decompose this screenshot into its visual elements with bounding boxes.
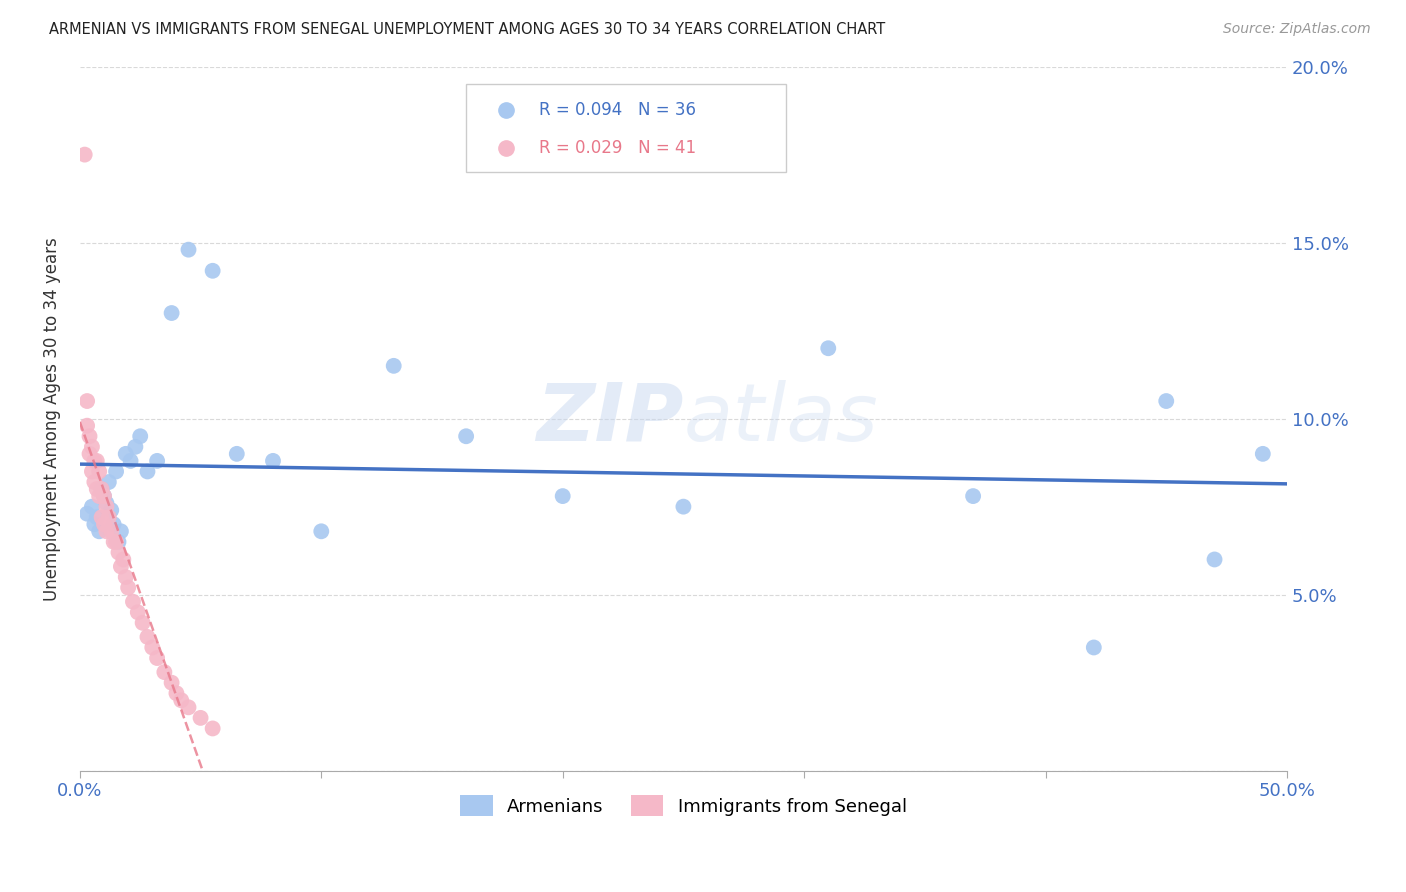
Point [93, 489, 115, 503]
Point [93, 517, 115, 532]
Point [129, 429, 152, 443]
Point [73, 147, 96, 161]
Point [80, 500, 103, 514]
Point [117, 581, 139, 595]
Legend: Armenians, Immigrants from Senegal: Armenians, Immigrants from Senegal [451, 786, 915, 825]
Point [201, 264, 224, 278]
Point [160, 306, 183, 320]
Point [83, 475, 105, 489]
Point [76, 507, 98, 521]
Point [551, 489, 574, 503]
Point [96, 500, 118, 514]
Text: R = 0.029   N = 41: R = 0.029 N = 41 [538, 139, 696, 158]
Text: atlas: atlas [683, 380, 879, 458]
Point [1083, 640, 1105, 655]
Point [225, 447, 247, 461]
Point [456, 429, 478, 443]
Point [110, 559, 132, 574]
Point [90, 510, 112, 524]
Point [177, 243, 200, 257]
Point [177, 700, 200, 714]
Point [105, 465, 128, 479]
Point [962, 489, 984, 503]
Point [93, 489, 115, 503]
Point [127, 605, 149, 619]
Point [79, 429, 101, 443]
Point [83, 517, 105, 532]
Point [107, 545, 129, 559]
Point [89, 524, 111, 539]
Point [114, 447, 136, 461]
Point [90, 482, 112, 496]
Point [124, 440, 146, 454]
Text: ZIP: ZIP [536, 380, 683, 458]
Point [110, 524, 132, 539]
Point [96, 524, 118, 539]
Point [201, 722, 224, 736]
Point [96, 496, 118, 510]
Point [76, 418, 98, 433]
Point [146, 454, 169, 468]
Point [114, 570, 136, 584]
Point [79, 447, 101, 461]
Point [120, 454, 142, 468]
Point [89, 465, 111, 479]
Point [89, 489, 111, 503]
Point [1251, 447, 1274, 461]
Point [80, 440, 103, 454]
Point [83, 454, 105, 468]
Point [86, 454, 108, 468]
Point [86, 482, 108, 496]
Point [262, 454, 284, 468]
Point [311, 524, 333, 539]
Point [90, 482, 112, 496]
FancyBboxPatch shape [467, 84, 786, 172]
Point [136, 465, 159, 479]
Point [141, 640, 163, 655]
Point [165, 686, 187, 700]
Point [107, 534, 129, 549]
Point [1204, 552, 1226, 566]
Point [817, 341, 839, 355]
Y-axis label: Unemployment Among Ages 30 to 34 years: Unemployment Among Ages 30 to 34 years [44, 236, 60, 600]
Point [86, 510, 108, 524]
Point [122, 595, 145, 609]
Point [136, 630, 159, 644]
Point [105, 534, 128, 549]
Point [1154, 394, 1177, 409]
Point [100, 524, 122, 539]
Text: Source: ZipAtlas.com: Source: ZipAtlas.com [1223, 22, 1371, 37]
Point [97, 510, 120, 524]
Point [103, 517, 125, 532]
Point [672, 500, 695, 514]
Point [190, 711, 212, 725]
Point [112, 552, 135, 566]
Point [80, 465, 103, 479]
Point [160, 675, 183, 690]
Point [103, 534, 125, 549]
Point [76, 394, 98, 409]
Point [146, 651, 169, 665]
Point [382, 359, 405, 373]
Text: R = 0.094   N = 36: R = 0.094 N = 36 [538, 102, 696, 120]
Point [153, 665, 176, 679]
Point [97, 475, 120, 489]
Point [100, 503, 122, 517]
Text: ARMENIAN VS IMMIGRANTS FROM SENEGAL UNEMPLOYMENT AMONG AGES 30 TO 34 YEARS CORRE: ARMENIAN VS IMMIGRANTS FROM SENEGAL UNEM… [49, 22, 886, 37]
Point [170, 693, 193, 707]
Point [131, 615, 153, 630]
